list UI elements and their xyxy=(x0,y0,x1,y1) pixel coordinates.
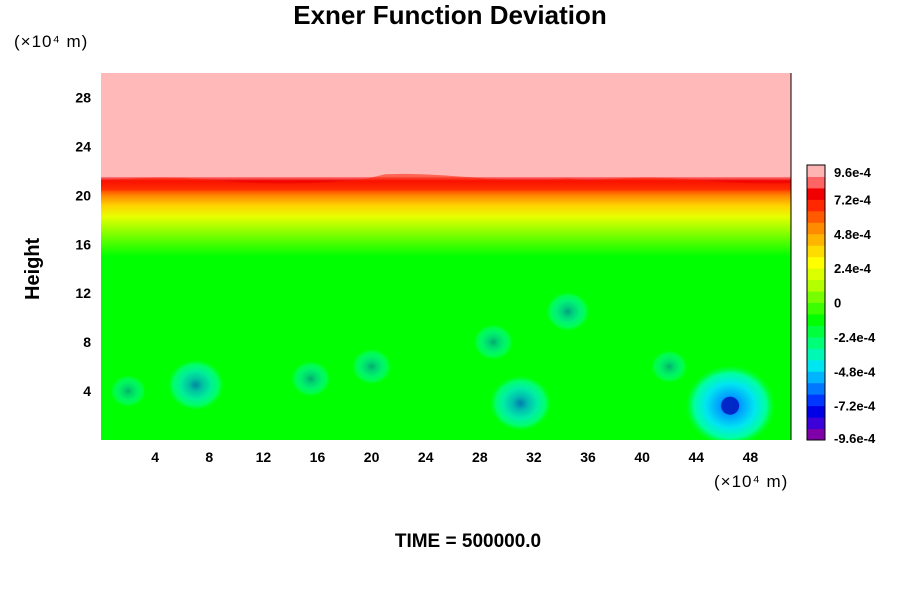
anomaly-spot xyxy=(351,348,392,385)
colorbar-swatch xyxy=(807,199,825,212)
colorbar-swatch xyxy=(807,405,825,418)
anomaly-spot xyxy=(489,375,552,432)
x-tick-label: 28 xyxy=(472,449,488,465)
x-tick-label: 16 xyxy=(310,449,326,465)
region-lower-layer xyxy=(101,256,791,440)
colorbar: 9.6e-4 7.2e-4 4.8e-4 2.4e-4 0 -2.4e-4 -4.8e-4 -… xyxy=(806,164,876,446)
y-tick-label: 12 xyxy=(75,285,91,301)
colorbar-swatch xyxy=(807,291,825,303)
x-tick-label: 20 xyxy=(364,449,380,465)
x-tick-label: 24 xyxy=(418,449,434,465)
anomaly-spot xyxy=(545,291,591,332)
y-tick-label: 4 xyxy=(83,383,91,399)
x-tick-label: 36 xyxy=(580,449,596,465)
colorbar-tick-label: -7.2e-4 xyxy=(834,399,876,414)
colorbar-swatch xyxy=(807,256,825,269)
chart-title: Exner Function Deviation xyxy=(293,0,607,30)
colorbar-tick-label: 2.4e-4 xyxy=(834,261,872,276)
colorbar-swatch xyxy=(807,428,825,441)
y-tick-label: 8 xyxy=(83,334,91,350)
colorbar-swatch xyxy=(807,302,825,315)
colorbar-tick-label: 0 xyxy=(834,296,841,311)
anomaly-spot xyxy=(473,323,514,361)
colorbar-swatch xyxy=(807,336,825,349)
anomaly-spot xyxy=(167,359,225,411)
colorbar-swatch xyxy=(807,359,825,372)
x-tick-label: 8 xyxy=(205,449,213,465)
x-tick-label: 40 xyxy=(634,449,650,465)
colorbar-swatch xyxy=(807,394,825,407)
colorbar-tick-label: -2.4e-4 xyxy=(834,330,876,345)
colorbar-tick-label: 4.8e-4 xyxy=(834,227,872,242)
anomaly-spot xyxy=(109,374,147,408)
x-tick-label: 48 xyxy=(743,449,759,465)
colorbar-swatch xyxy=(807,268,825,281)
x-tick-label: 4 xyxy=(151,449,159,465)
colorbar-swatch xyxy=(807,187,825,200)
x-axis-unit: (×10⁴ m) xyxy=(714,472,789,491)
y-tick-label: 20 xyxy=(75,187,91,203)
colorbar-swatch xyxy=(807,233,825,246)
region-upper-layer xyxy=(101,73,791,181)
anomaly-spot xyxy=(650,349,688,384)
band-top-edge xyxy=(101,173,791,191)
anomaly-core xyxy=(721,396,740,415)
y-tick-label: 16 xyxy=(75,236,91,252)
colorbar-swatch xyxy=(807,348,825,361)
colorbar-swatch xyxy=(807,165,825,177)
colorbar-border xyxy=(806,164,826,441)
colorbar-swatch xyxy=(807,222,825,235)
colorbar-tick-label: 9.6e-4 xyxy=(834,165,872,180)
colorbar-swatch xyxy=(807,176,825,189)
colorbar-tick-label: 7.2e-4 xyxy=(834,192,872,207)
x-tick-label: 12 xyxy=(256,449,272,465)
colorbar-tick-label: -4.8e-4 xyxy=(834,364,876,379)
time-label: TIME = 500000.0 xyxy=(394,531,542,552)
anomaly-spot xyxy=(290,360,331,397)
colorbar-swatch xyxy=(807,371,825,384)
colorbar-swatch xyxy=(807,417,825,430)
x-tick-label: 32 xyxy=(526,449,542,465)
colorbar-swatch xyxy=(807,313,825,326)
y-tick-label: 24 xyxy=(75,138,91,154)
plot-area xyxy=(101,73,791,440)
x-tick-label: 44 xyxy=(689,449,705,465)
colorbar-swatch xyxy=(807,279,825,292)
colorbar-swatch xyxy=(807,325,825,338)
y-axis-unit: (×10⁴ m) xyxy=(14,32,89,51)
y-tick-label: 28 xyxy=(75,89,91,105)
colorbar-swatch xyxy=(807,382,825,395)
colorbar-swatch xyxy=(807,245,825,258)
colorbar-swatch xyxy=(807,210,825,223)
colorbar-tick-label: -9.6e-4 xyxy=(834,431,876,446)
